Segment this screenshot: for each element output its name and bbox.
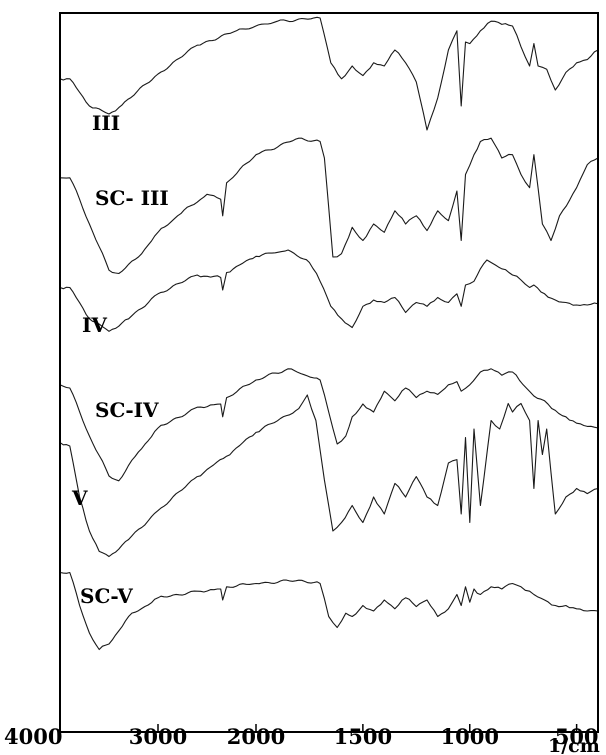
x-tick-label-1000: 1000 (441, 724, 499, 749)
spectrum-line-v (59, 394, 599, 558)
series-label-sc-v: SC-V (80, 584, 133, 608)
spectrum-line-iv (59, 249, 599, 332)
series-labels: III SC- III IV SC-IV V SC-V (71, 111, 169, 608)
series-label-sc-iv: SC-IV (95, 398, 159, 422)
x-tick-label-500: 500 (555, 724, 599, 749)
spectrum-line-sc-iii (59, 137, 599, 275)
spectra-group (59, 16, 599, 651)
series-label-sc-iii: SC- III (95, 186, 169, 210)
x-tick-label-1500: 1500 (334, 724, 392, 749)
x-tick-label-2000: 2000 (227, 724, 285, 749)
x-tick-label-3000: 3000 (129, 724, 187, 749)
x-axis-unit-label: 1/cm (548, 735, 600, 755)
series-label-iv: IV (82, 313, 107, 337)
spectrum-line-sc-v (59, 571, 599, 651)
plot-frame (59, 12, 599, 733)
series-label-iii: III (92, 111, 120, 135)
x-axis: 4000 3000 2000 1500 1000 500 (4, 724, 599, 749)
spectrum-line-iii (59, 16, 599, 131)
spectrum-line-sc-iv (59, 368, 599, 482)
x-tick-label-4000: 4000 (4, 724, 62, 749)
series-label-v: V (71, 486, 88, 510)
